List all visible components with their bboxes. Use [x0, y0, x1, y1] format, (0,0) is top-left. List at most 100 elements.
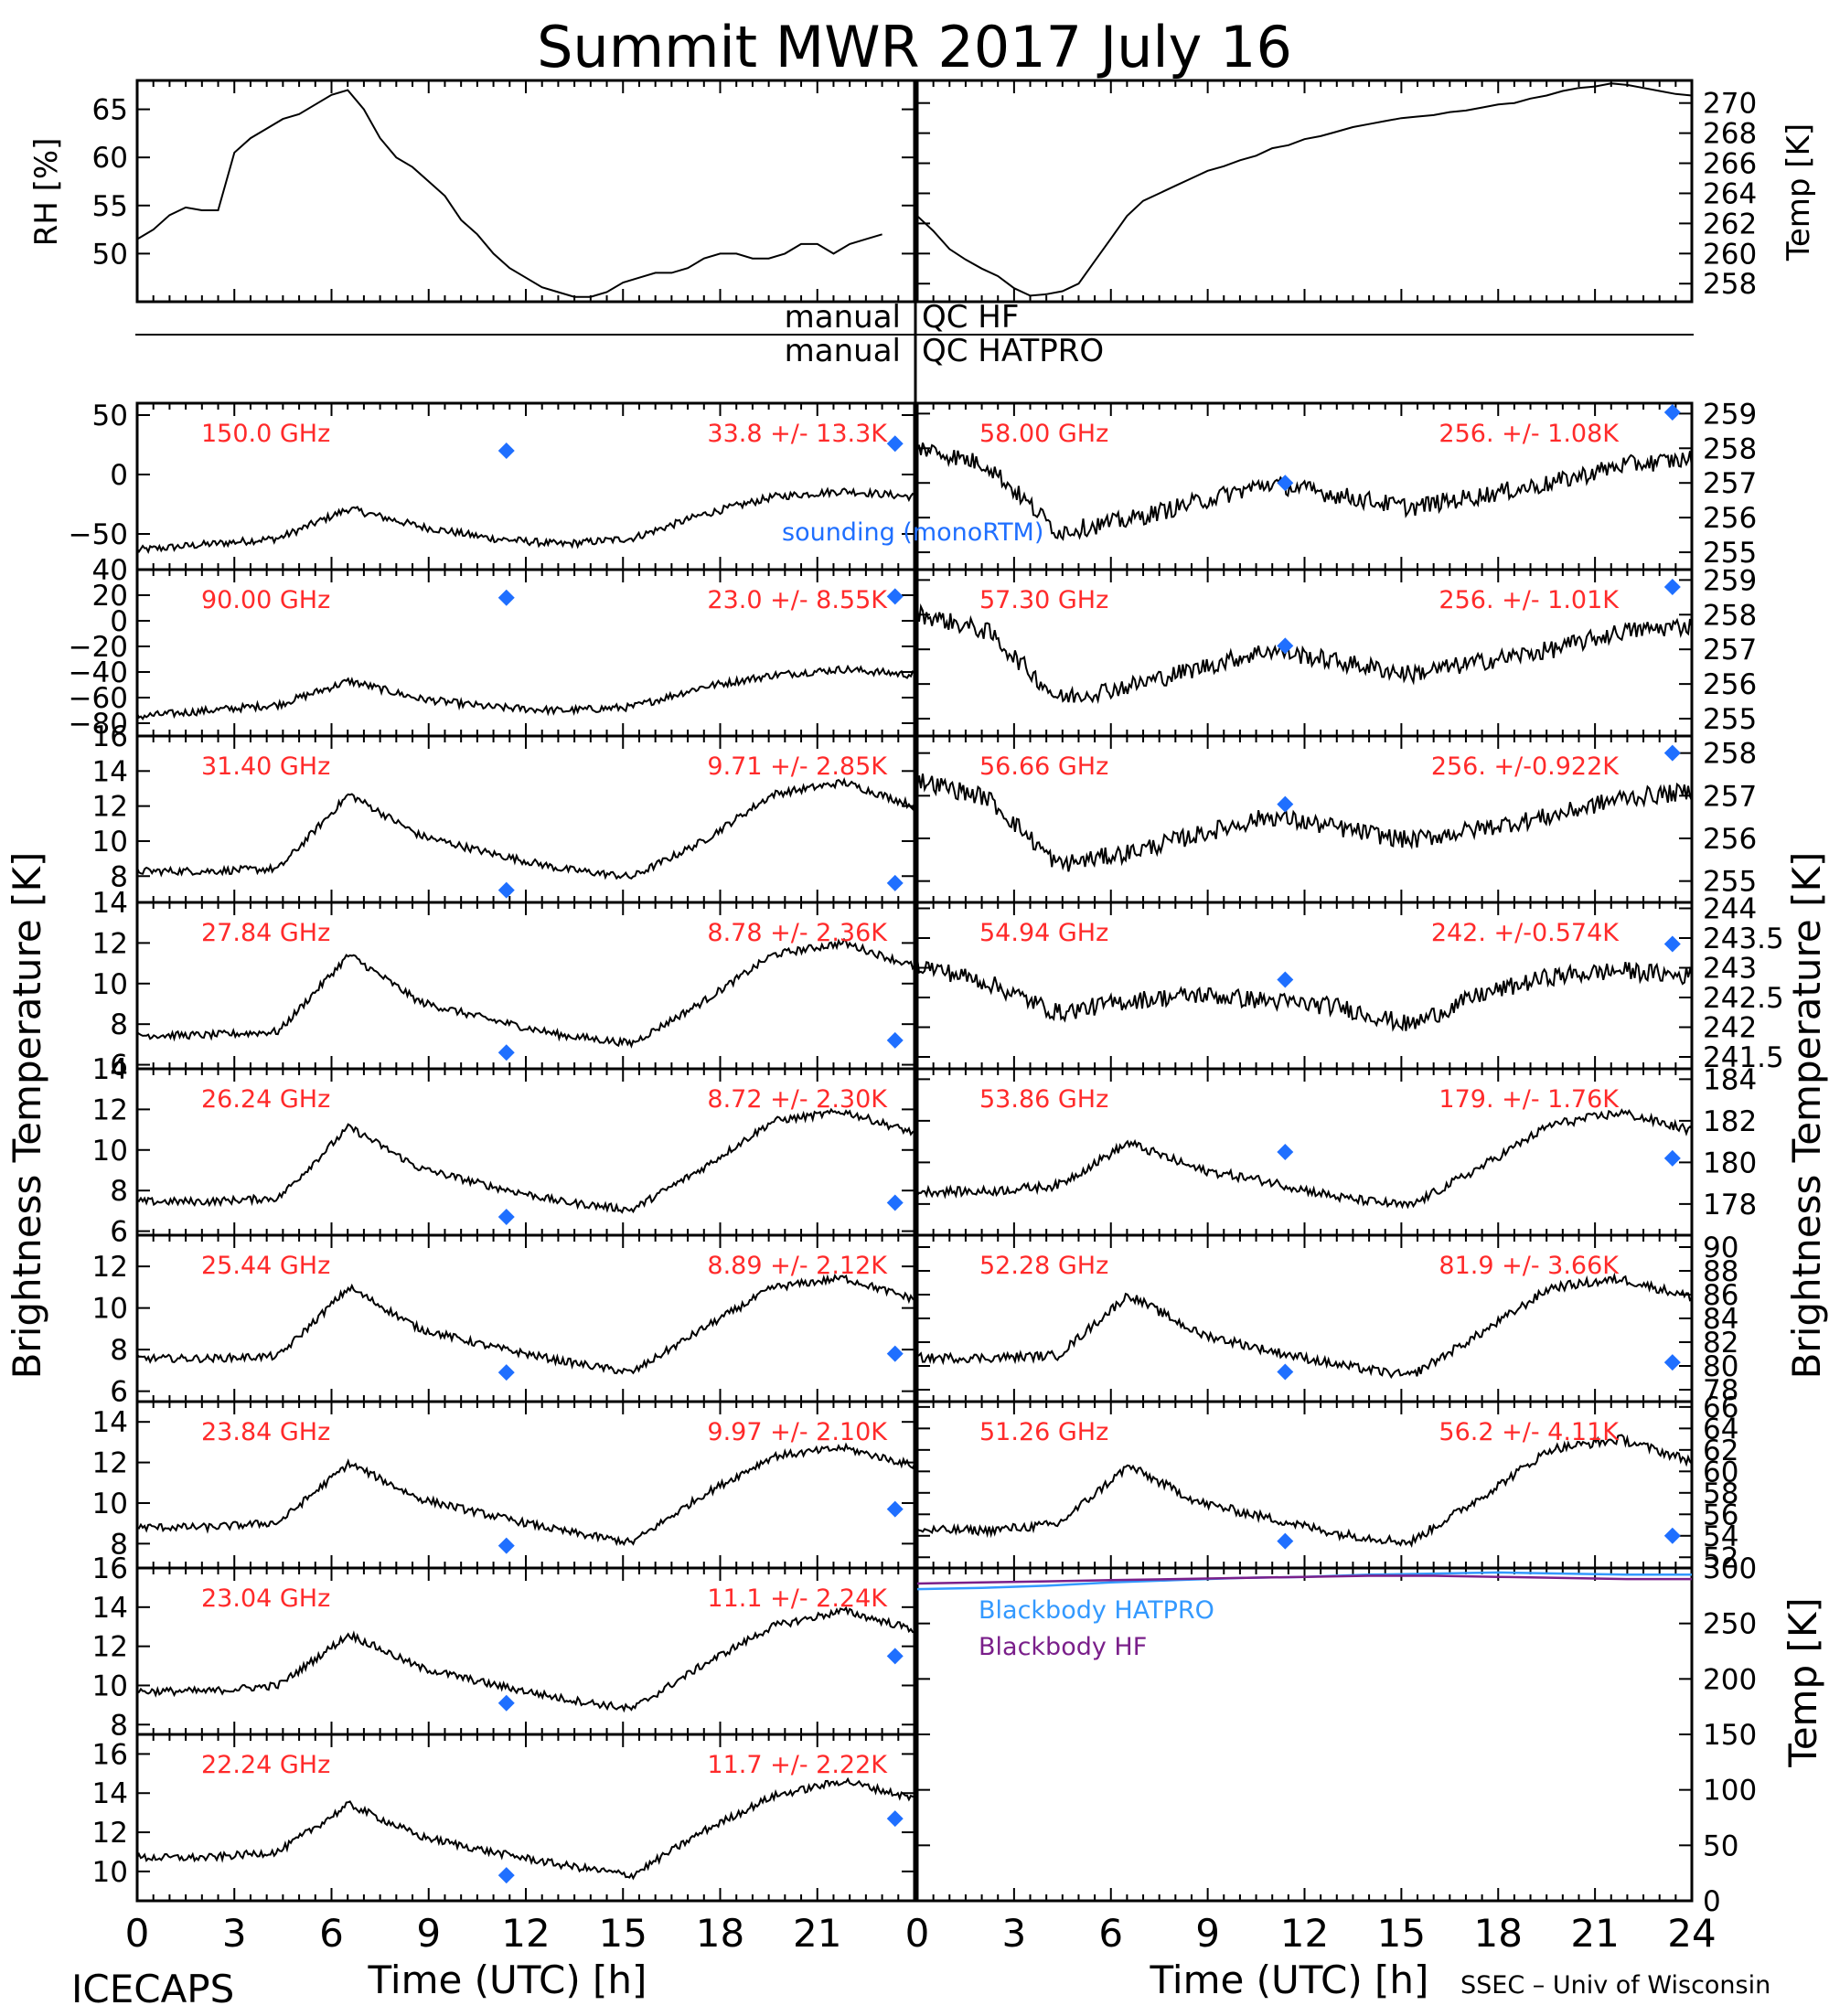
- x-tick-label-left: 21: [793, 1911, 841, 1956]
- y-axis-title-left: Brightness Temperature [K]: [5, 852, 49, 1380]
- x-tick-label-right: 6: [1098, 1911, 1123, 1956]
- figure-title: Summit MWR 2017 July 16: [537, 14, 1292, 80]
- sounding-marker: [497, 1364, 515, 1381]
- channel-frequency-label: 51.26 GHz: [979, 1418, 1108, 1446]
- y-tick-label: 256: [1703, 823, 1757, 856]
- channel-frequency-label: 150.0 GHz: [201, 420, 330, 448]
- y-tick-label: 62: [1703, 1435, 1738, 1467]
- y-tick-label: 150: [1703, 1719, 1757, 1752]
- y-tick-label: 14: [92, 1053, 128, 1086]
- y-tick-label: 60: [1703, 1456, 1738, 1488]
- y-tick-label: 12: [92, 1631, 128, 1664]
- y-tick-label: 180: [1703, 1147, 1757, 1179]
- channel-frequency-label: 53.86 GHz: [979, 1085, 1108, 1114]
- y-tick-label: 250: [1703, 1608, 1757, 1641]
- sounding-marker: [886, 588, 904, 605]
- channel-stats-label: 8.89 +/- 2.12K: [707, 1252, 888, 1280]
- y-tick-label: 16: [92, 1552, 128, 1585]
- sounding-marker: [497, 881, 515, 899]
- sounding-marker: [886, 1500, 904, 1518]
- channel-trace: [916, 603, 1693, 705]
- x-tick-label-left: 3: [222, 1911, 247, 1956]
- y-tick-label: 50: [92, 238, 128, 271]
- x-tick-label-right: 18: [1474, 1911, 1523, 1956]
- y-tick-label: 257: [1703, 780, 1757, 813]
- y-tick-label: 90: [1703, 1232, 1738, 1264]
- channel-trace: [136, 937, 915, 1049]
- x-tick-label-left: 0: [125, 1911, 150, 1956]
- y-tick-label: 242.5: [1703, 982, 1784, 1015]
- y-tick-label: 184: [1703, 1063, 1757, 1096]
- channel-trace: [917, 442, 1693, 541]
- y-tick-label: 259: [1703, 564, 1757, 597]
- y-tick-label: 86: [1703, 1279, 1738, 1312]
- y-tick-label: 264: [1703, 177, 1757, 210]
- channel-frequency-label: 25.44 GHz: [201, 1252, 330, 1280]
- x-tick-label-right: 21: [1570, 1911, 1619, 1956]
- y-tick-label: 200: [1703, 1663, 1757, 1696]
- y-tick-label: 10: [92, 1135, 128, 1168]
- rh-panel-frame: [135, 79, 916, 304]
- channel-stats-label: 8.72 +/- 2.30K: [707, 1085, 888, 1114]
- channel-stats-label: 8.78 +/- 2.36K: [707, 919, 888, 947]
- y-tick-label: 50: [1703, 1829, 1738, 1862]
- y-tick-label: 54: [1703, 1520, 1738, 1553]
- channel-stats-label: 23.0 +/- 8.55K: [707, 586, 888, 614]
- channel-trace: [916, 1108, 1693, 1210]
- y-tick-label: 64: [1703, 1413, 1738, 1445]
- y-tick-label: −40: [69, 656, 128, 689]
- y-tick-label: 16: [92, 720, 128, 753]
- y-tick-label: 6: [110, 1216, 128, 1249]
- y-tick-label: 258: [1703, 599, 1757, 632]
- x-tick-label-right: 9: [1195, 1911, 1220, 1956]
- channel-frequency-label: 57.30 GHz: [979, 586, 1108, 614]
- sounding-marker: [1277, 1144, 1294, 1160]
- temp-axis-title: Temp [K]: [1781, 123, 1817, 261]
- sounding-marker: [497, 1867, 515, 1884]
- rh-trace: [136, 89, 882, 298]
- sounding-marker: [886, 874, 904, 891]
- y-tick-label: 100: [1703, 1775, 1757, 1808]
- y-tick-label: −50: [69, 518, 128, 551]
- left-channel-panel: 6 8 10 12 14 26.24 GHz 8.72 +/- 2.30K: [92, 1053, 916, 1249]
- blackbody-axis-title: Temp [K]: [1781, 1597, 1825, 1768]
- y-tick-label: 255: [1703, 866, 1757, 899]
- y-tick-label: 8: [110, 1175, 128, 1208]
- y-tick-label: 182: [1703, 1105, 1757, 1138]
- y-tick-label: 268: [1703, 118, 1757, 151]
- channel-trace: [916, 1434, 1693, 1548]
- channel-stats-label: 33.8 +/- 13.3K: [707, 420, 888, 448]
- sounding-marker: [886, 1648, 904, 1665]
- channel-frequency-label: 54.94 GHz: [979, 919, 1108, 947]
- qc-hf-name: QC HF: [922, 299, 1019, 336]
- sounding-legend-label: sounding (monoRTM): [782, 518, 1043, 547]
- y-tick-label: 255: [1703, 703, 1757, 736]
- y-tick-label: 242: [1703, 1012, 1757, 1045]
- right-channel-panel: 255 256 257 258 56.66 GHz 256. +/-0.922K: [915, 734, 1757, 904]
- blackbody-hf-trace: [916, 1574, 1692, 1585]
- y-tick-label: 243.5: [1703, 923, 1784, 955]
- qc-hatpro-name: QC HATPRO: [922, 333, 1104, 369]
- sounding-marker: [1277, 637, 1294, 655]
- sounding-marker: [1663, 1149, 1681, 1167]
- channel-stats-label: 9.71 +/- 2.85K: [707, 752, 888, 781]
- temp-trace: [916, 82, 1693, 297]
- channel-trace: [136, 1107, 915, 1214]
- sounding-marker: [1663, 935, 1681, 953]
- y-tick-label: 6: [110, 1050, 128, 1083]
- y-tick-label: 20: [92, 580, 128, 613]
- y-axis-title-right: Brightness Temperature [K]: [1784, 852, 1829, 1380]
- y-tick-label: 58: [1703, 1477, 1738, 1510]
- channel-stats-label: 56.2 +/- 4.11K: [1439, 1418, 1620, 1446]
- qc-hatpro-label: manual: [785, 333, 901, 369]
- x-tick-label-right: 12: [1280, 1911, 1329, 1956]
- channel-frequency-label: 90.00 GHz: [201, 586, 330, 614]
- y-tick-label: 8: [110, 1709, 128, 1742]
- y-tick-label: 8: [110, 1334, 128, 1367]
- sounding-marker: [497, 1044, 515, 1061]
- x-tick-label-right: 15: [1377, 1911, 1426, 1956]
- y-tick-label: 12: [92, 1817, 128, 1850]
